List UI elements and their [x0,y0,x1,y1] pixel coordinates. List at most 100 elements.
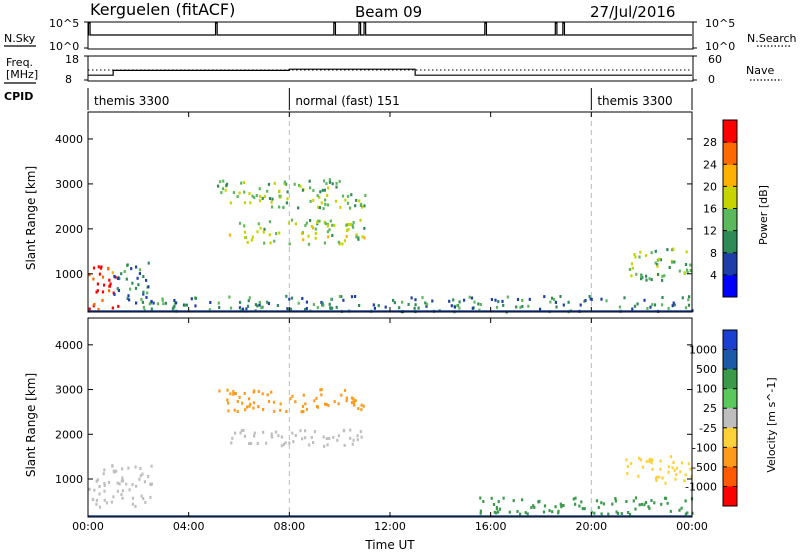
power-cell [666,248,669,252]
velocity-cell [305,407,308,411]
power-cell [324,222,327,225]
velocity-cell [134,465,137,469]
power-cell [278,205,281,209]
power-cell [268,233,271,237]
velocity-colorbar-swatch [723,466,737,487]
velocity-colorbar-tick-label: -100 [692,441,717,454]
velocity-colorbar-tick-label: 1000 [689,344,717,357]
power-cell [248,296,251,300]
velocity-cell [135,484,138,488]
power-cell [129,287,132,291]
velocity-cell [683,479,686,483]
power-cell [305,307,308,310]
power-cell [314,236,317,240]
power-cell [344,198,347,202]
freq-panel: Freq. [MHz] 18 8 60 0 Nave [4,53,782,86]
power-cell [312,303,315,307]
nsearch-tick-top: 10^5 [705,17,735,30]
velocity-cell [574,496,577,500]
power-cell [111,271,114,275]
power-cell [458,306,461,310]
power-cell [123,270,126,273]
power-cell [414,298,417,302]
velocity-cell [356,438,359,442]
power-cell [413,306,416,310]
power-cell [194,304,197,308]
power-cell [263,227,266,231]
power-cell [562,303,565,307]
velocity-cell [253,431,256,435]
power-cell [146,291,149,295]
power-cell [113,274,116,278]
power-cell [243,201,246,205]
power-cell [259,194,262,198]
velocity-cell [360,435,363,439]
power-cell [658,257,661,261]
power-cell [649,305,652,309]
velocity-cell [149,482,152,486]
power-cell [588,295,591,298]
power-cell [116,276,119,280]
power-cell [372,303,375,307]
power-cell [551,296,554,300]
power-cell [393,301,396,305]
velocity-cell [252,390,255,394]
velocity-cell [659,467,662,471]
power-cell [162,302,165,306]
velocity-cell [265,441,268,445]
power-cell [108,284,112,288]
power-cell [654,261,657,265]
power-cell [623,296,626,300]
power-colorbar-swatch [723,274,737,298]
power-colorbar-tick-label: 16 [703,203,717,216]
power-cell [217,301,220,305]
power-cell [667,307,670,310]
velocity-cell [310,436,313,439]
power-cell [361,235,364,239]
power-cell [290,296,294,300]
nsearch-tick-bottom: 10^0 [705,40,735,53]
velocity-cell [645,460,648,464]
power-cell [245,307,248,311]
velocity-cell [664,481,667,485]
power-cell [392,298,395,302]
power-cell [636,302,639,306]
velocity-cell [669,509,672,513]
velocity-cell [495,506,498,509]
power-cell [142,290,145,294]
velocity-cell [248,442,251,446]
power-cell [314,227,317,231]
power-cell [273,239,276,243]
velocity-colorbar-label: Velocity [m s^-1] [765,377,778,472]
velocity-cell [557,511,560,515]
velocity-cell [322,435,325,439]
velocity-cell [262,408,265,411]
velocity-data [88,388,694,517]
velocity-cell [270,432,273,436]
power-cell [401,300,404,304]
velocity-cell [95,498,98,502]
power-cell [355,233,358,237]
velocity-cell [666,501,669,505]
power-cell [251,194,254,198]
velocity-cell [526,512,529,516]
power-colorbar-swatch [723,164,737,187]
velocity-cell [551,510,554,514]
power-cell [156,302,159,306]
power-cell [232,191,235,195]
velocity-cell [315,405,319,408]
velocity-cell [502,496,505,500]
power-cell [97,307,100,311]
power-cell [286,197,289,201]
cpid-mode-label: themis 3300 [597,94,672,108]
velocity-cell [684,499,687,503]
velocity-cell [294,434,297,437]
power-cell [343,239,346,243]
nsky-series [87,22,692,36]
power-cell [354,295,357,298]
power-colorbar-swatch [723,252,737,276]
power-cell [323,179,326,183]
power-cell [473,300,476,304]
velocity-cell [319,388,322,392]
power-cell [307,234,310,238]
